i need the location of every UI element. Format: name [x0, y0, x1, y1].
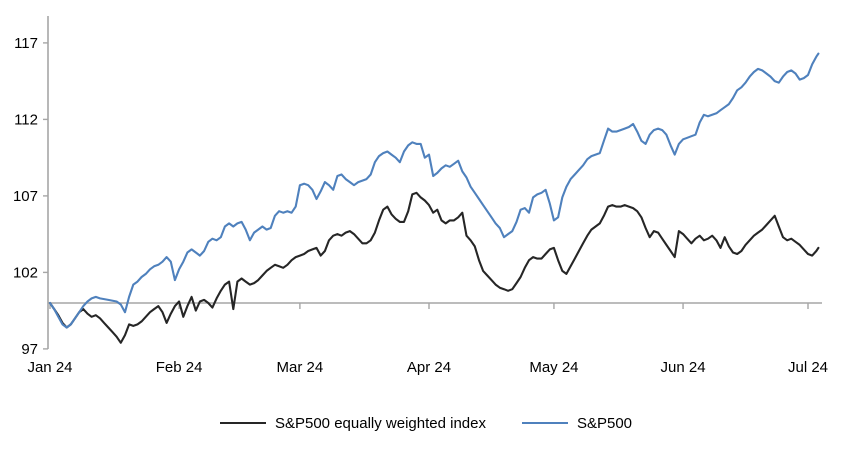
x-tick-label-Feb-24: Feb 24	[156, 359, 203, 376]
x-tick-label-Mar-24: Mar 24	[277, 359, 324, 376]
y-tick-label-117: 117	[14, 35, 38, 52]
legend-label-sp500: S&P500	[576, 414, 633, 432]
x-tick-label-Jan-24: Jan 24	[27, 359, 72, 376]
y-tick-label-102: 102	[13, 264, 38, 281]
legend-item-equal-weight: S&P500 equally weighted index	[219, 414, 486, 432]
x-tick-label-Jun-24: Jun 24	[661, 359, 706, 376]
legend-item-sp500: S&P500	[521, 414, 633, 432]
chart-legend: S&P500 equally weighted index S&P500	[0, 412, 852, 434]
series-line-equal-weight	[48, 191, 820, 344]
series-line-sp500	[48, 52, 820, 329]
legend-label-equal-weight: S&P500 equally weighted index	[274, 414, 486, 432]
y-tick-label-97: 97	[21, 341, 38, 358]
y-tick-label-107: 107	[13, 188, 38, 205]
legend-line-sample-equal-weight	[219, 422, 266, 424]
x-tick-label-Jul-24: Jul 24	[788, 359, 828, 376]
x-tick-label-May-24: May 24	[529, 359, 578, 376]
y-tick-label-112: 112	[14, 111, 38, 128]
x-tick-label-Apr-24: Apr 24	[407, 359, 451, 376]
legend-line-sample-sp500	[521, 422, 568, 424]
